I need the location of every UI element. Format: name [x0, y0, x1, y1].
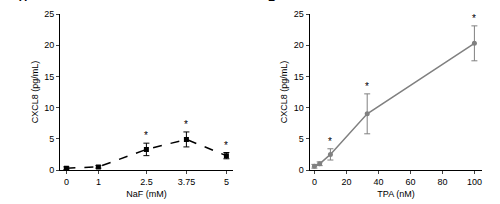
svg-text:CXCL8 (pg/mL): CXCL8 (pg/mL)	[279, 61, 289, 124]
svg-text:40: 40	[373, 177, 383, 187]
svg-text:10: 10	[294, 103, 304, 113]
svg-text:A: A	[19, 0, 27, 3]
svg-text:3.75: 3.75	[178, 177, 196, 187]
svg-text:15: 15	[44, 72, 54, 82]
svg-text:5: 5	[49, 134, 54, 144]
svg-text:15: 15	[294, 72, 304, 82]
svg-text:25: 25	[294, 9, 304, 19]
svg-text:80: 80	[437, 177, 447, 187]
svg-text:2.5: 2.5	[140, 177, 153, 187]
svg-text:TPA (nM): TPA (nM)	[377, 189, 414, 199]
svg-text:10: 10	[44, 103, 54, 113]
svg-text:0: 0	[49, 165, 54, 175]
svg-text:20: 20	[44, 40, 54, 50]
svg-text:0: 0	[299, 165, 304, 175]
svg-text:NaF (mM): NaF (mM)	[126, 189, 167, 199]
svg-text:1: 1	[96, 177, 101, 187]
svg-text:*: *	[472, 13, 476, 24]
svg-text:5: 5	[224, 177, 229, 187]
svg-text:0: 0	[64, 177, 69, 187]
svg-text:B: B	[268, 0, 276, 3]
svg-text:20: 20	[341, 177, 351, 187]
svg-text:5: 5	[299, 134, 304, 144]
svg-text:25: 25	[44, 9, 54, 19]
svg-text:20: 20	[294, 40, 304, 50]
svg-text:0: 0	[312, 177, 317, 187]
svg-text:*: *	[144, 130, 148, 141]
svg-text:*: *	[365, 81, 369, 92]
svg-text:*: *	[224, 140, 228, 151]
svg-text:CXCL8 (pg/mL): CXCL8 (pg/mL)	[30, 61, 40, 124]
svg-text:60: 60	[405, 177, 415, 187]
svg-text:*: *	[184, 119, 188, 130]
svg-text:*: *	[328, 136, 332, 147]
svg-text:100: 100	[467, 177, 482, 187]
